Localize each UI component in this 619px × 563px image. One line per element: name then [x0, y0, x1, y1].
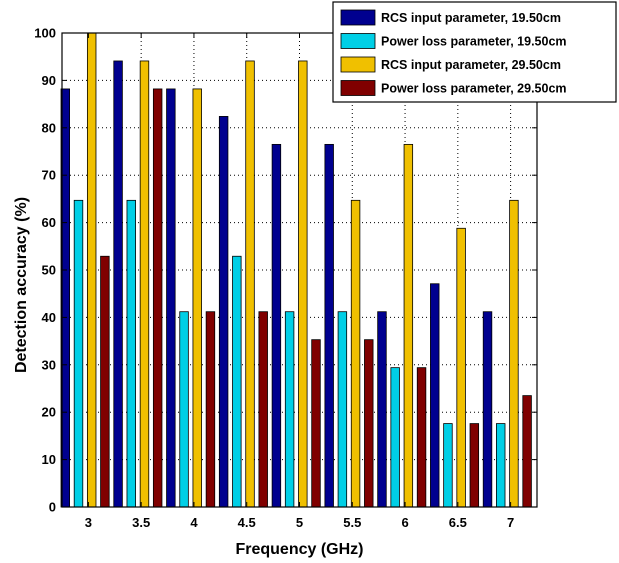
legend-box — [332, 1, 617, 103]
y-tick-label: 70 — [42, 168, 56, 183]
bar-series-4-cat-6 — [416, 367, 427, 508]
x-tick-label: 3 — [85, 515, 92, 530]
bar-series-4-cat-3 — [100, 255, 110, 508]
bar-series-1-cat-3.5 — [113, 60, 123, 508]
legend-label: RCS input parameter, 19.50cm — [381, 11, 561, 25]
y-axis-title: Detection accuracy (%) — [13, 197, 30, 373]
y-tick-label: 20 — [42, 405, 56, 420]
x-tick-label: 4.5 — [238, 515, 256, 530]
bar-series-2-cat-3 — [73, 199, 84, 508]
bar-series-1-cat-4 — [166, 88, 176, 508]
bar-series-3-cat-4 — [192, 88, 202, 508]
y-tick-label: 10 — [42, 452, 56, 467]
y-tick-label: 30 — [42, 357, 56, 372]
bar-series-3-cat-5 — [298, 60, 308, 508]
x-tick-label: 3.5 — [132, 515, 150, 530]
bar-series-1-cat-6.5 — [430, 283, 440, 508]
y-tick-label: 50 — [42, 263, 56, 278]
bar-series-3-cat-3 — [86, 32, 97, 508]
bar-series-4-cat-3.5 — [152, 88, 163, 508]
legend: RCS input parameter, 19.50cm Power loss p… — [332, 1, 617, 103]
y-tick-label: 40 — [42, 310, 56, 325]
legend-swatch — [340, 56, 376, 73]
x-tick-label: 6.5 — [449, 515, 467, 530]
bar-series-3-cat-4.5 — [245, 60, 255, 508]
x-axis-ticks: 3 3.5 4 4.5 5 5.5 6 6.5 7 — [85, 33, 514, 530]
bar-series-3-cat-7 — [509, 199, 519, 508]
legend-label: RCS input parameter, 29.50cm — [381, 58, 561, 72]
bar-series-2-cat-5.5 — [337, 311, 348, 508]
legend-swatch — [340, 33, 376, 49]
x-axis-title: Frequency (GHz) — [235, 541, 363, 558]
legend-swatch — [340, 9, 376, 26]
bar-series-2-cat-5 — [284, 311, 295, 508]
bar-series-1-cat-4.5 — [218, 116, 229, 508]
bar-series-2-cat-4 — [179, 311, 189, 508]
bar-series-4-cat-5 — [311, 339, 321, 508]
x-tick-label: 5.5 — [343, 515, 361, 530]
bar-series-4-cat-4 — [205, 311, 216, 508]
x-tick-label: 6 — [401, 515, 408, 530]
bar-series-1-cat-7 — [482, 311, 493, 508]
bar-series-1-cat-5.5 — [324, 143, 334, 508]
bar-series-2-cat-7 — [496, 423, 506, 508]
bar-series-3-cat-3.5 — [139, 60, 150, 508]
bar-series-4-cat-5.5 — [364, 339, 374, 508]
y-tick-label: 60 — [42, 215, 56, 230]
legend-swatch — [340, 80, 376, 96]
x-tick-label: 7 — [507, 515, 514, 530]
bar-series-1-cat-5 — [271, 143, 282, 508]
x-tick-label: 4 — [190, 515, 198, 530]
bar-series-3-cat-6 — [403, 143, 414, 508]
bar-series-4-cat-6.5 — [469, 423, 480, 508]
y-axis-ticks: 0 10 20 30 40 50 60 70 80 90 100 — [34, 26, 537, 515]
bar-series-3-cat-5.5 — [350, 199, 361, 508]
y-tick-label: 90 — [42, 73, 56, 88]
bar-series-2-cat-4.5 — [232, 255, 242, 508]
bar-series-4-cat-7 — [522, 395, 532, 508]
bar-series-2-cat-3.5 — [126, 199, 136, 508]
bar-series-1-cat-6 — [377, 311, 387, 508]
bar-series-4-cat-4.5 — [258, 311, 268, 508]
x-tick-label: 5 — [296, 515, 303, 530]
y-tick-label: 0 — [49, 500, 56, 515]
legend-label: Power loss parameter, 19.50cm — [381, 35, 567, 49]
bar-series-2-cat-6.5 — [443, 423, 453, 508]
bar-series-3-cat-6.5 — [456, 227, 466, 508]
y-tick-label: 80 — [42, 120, 56, 135]
legend-label: Power loss parameter, 29.50cm — [381, 82, 567, 96]
bar-series-2-cat-6 — [390, 367, 400, 508]
y-tick-label: 100 — [34, 26, 56, 41]
bars — [60, 32, 532, 508]
